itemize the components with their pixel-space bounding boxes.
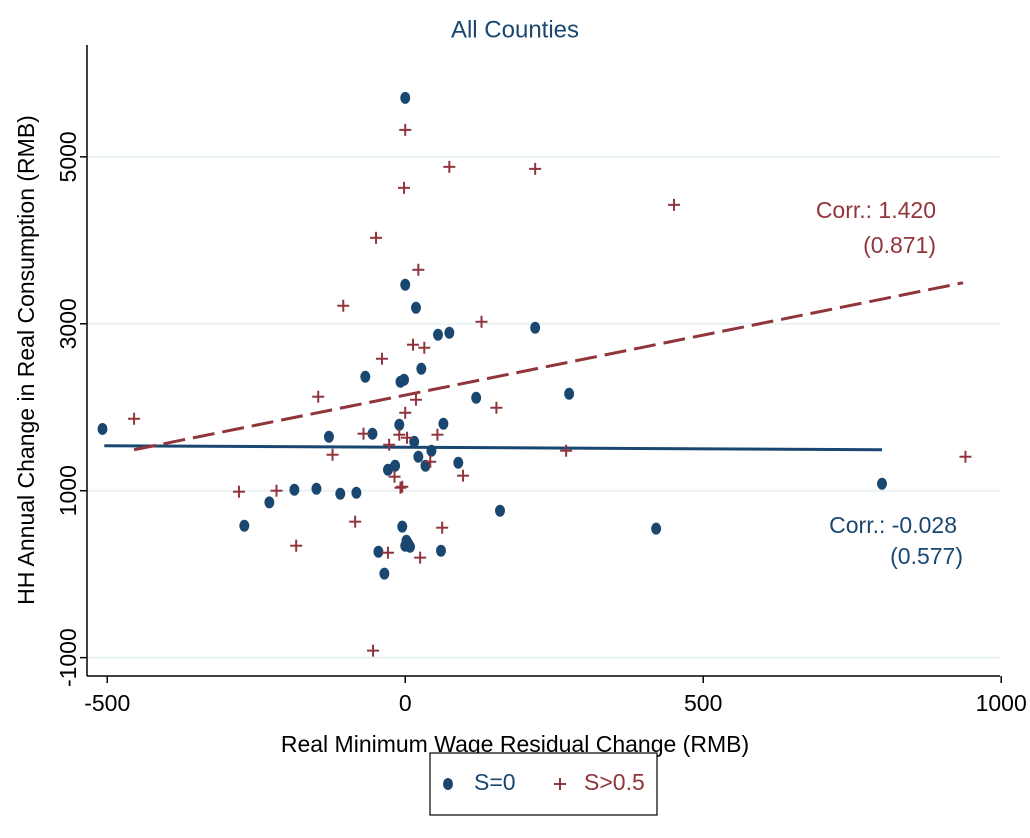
point xyxy=(436,521,449,534)
point xyxy=(412,263,425,276)
point xyxy=(312,390,325,403)
point xyxy=(564,387,575,400)
x-tick-label: 0 xyxy=(399,690,412,716)
point xyxy=(393,428,406,441)
point xyxy=(409,393,422,406)
point xyxy=(410,301,421,314)
point xyxy=(128,412,141,425)
y-tick-label: 5000 xyxy=(55,131,81,182)
point xyxy=(494,504,505,517)
point xyxy=(490,401,503,414)
x-tick-label: 500 xyxy=(684,690,722,716)
legend-label: S>0.5 xyxy=(584,769,645,795)
point xyxy=(381,546,394,559)
y-axis-label: HH Annual Change in Real Consumption (RM… xyxy=(13,115,39,605)
annotation: (0.577) xyxy=(890,543,963,569)
point xyxy=(444,326,455,339)
point xyxy=(290,539,303,552)
point xyxy=(529,162,542,175)
point xyxy=(360,370,371,383)
point xyxy=(418,341,431,354)
y-tick-label: 1000 xyxy=(55,465,81,516)
point xyxy=(367,427,378,440)
point xyxy=(270,484,283,497)
point xyxy=(420,459,431,472)
point xyxy=(379,567,390,580)
point xyxy=(651,522,662,535)
point xyxy=(431,428,444,441)
point xyxy=(433,328,444,341)
annotation: Corr.: 1.420 xyxy=(816,197,936,223)
x-tick-label: -500 xyxy=(84,690,130,716)
point xyxy=(264,496,275,509)
point xyxy=(289,483,300,496)
point xyxy=(401,431,414,444)
point xyxy=(388,470,401,483)
point xyxy=(435,544,446,557)
point xyxy=(373,545,384,558)
point xyxy=(351,486,362,499)
point xyxy=(457,469,470,482)
point xyxy=(383,438,396,451)
point xyxy=(443,160,456,173)
y-tick-label: -1000 xyxy=(55,628,81,687)
point xyxy=(232,485,245,498)
point xyxy=(396,480,409,493)
point xyxy=(424,455,437,468)
point xyxy=(406,338,419,351)
legend-label: S=0 xyxy=(474,769,516,795)
point xyxy=(349,515,362,528)
point xyxy=(409,435,420,448)
point xyxy=(413,450,424,463)
point xyxy=(400,278,411,291)
point xyxy=(397,520,408,533)
point xyxy=(390,459,401,472)
point xyxy=(326,448,339,461)
point xyxy=(370,231,383,244)
point xyxy=(399,406,412,419)
point xyxy=(400,91,411,104)
x-tick-label: 1000 xyxy=(976,690,1027,716)
point xyxy=(239,519,250,532)
point xyxy=(399,373,410,386)
point xyxy=(443,778,453,790)
point xyxy=(394,481,407,494)
point xyxy=(337,299,350,312)
y-tick-label: 3000 xyxy=(55,298,81,349)
point xyxy=(399,123,412,136)
point xyxy=(414,551,427,564)
point xyxy=(394,418,405,431)
point xyxy=(335,487,346,500)
point xyxy=(877,477,888,490)
annotation: (0.871) xyxy=(863,232,936,258)
point xyxy=(367,644,380,657)
annotation: Corr.: -0.028 xyxy=(829,512,957,538)
point xyxy=(560,444,573,457)
point xyxy=(471,391,482,404)
point xyxy=(416,362,427,375)
point xyxy=(97,422,108,435)
fit-line xyxy=(133,281,964,452)
point xyxy=(959,450,972,463)
point xyxy=(426,444,437,457)
point xyxy=(398,181,411,194)
point xyxy=(668,198,681,211)
point xyxy=(475,315,488,328)
point xyxy=(438,417,449,430)
point xyxy=(375,352,388,365)
chart-title: All Counties xyxy=(451,16,579,43)
point xyxy=(453,456,464,469)
legend xyxy=(429,752,658,816)
point xyxy=(311,482,322,495)
point xyxy=(405,540,416,553)
point xyxy=(554,778,566,790)
point xyxy=(357,427,370,440)
point xyxy=(323,430,334,443)
point xyxy=(530,321,541,334)
fit-line xyxy=(104,444,883,452)
